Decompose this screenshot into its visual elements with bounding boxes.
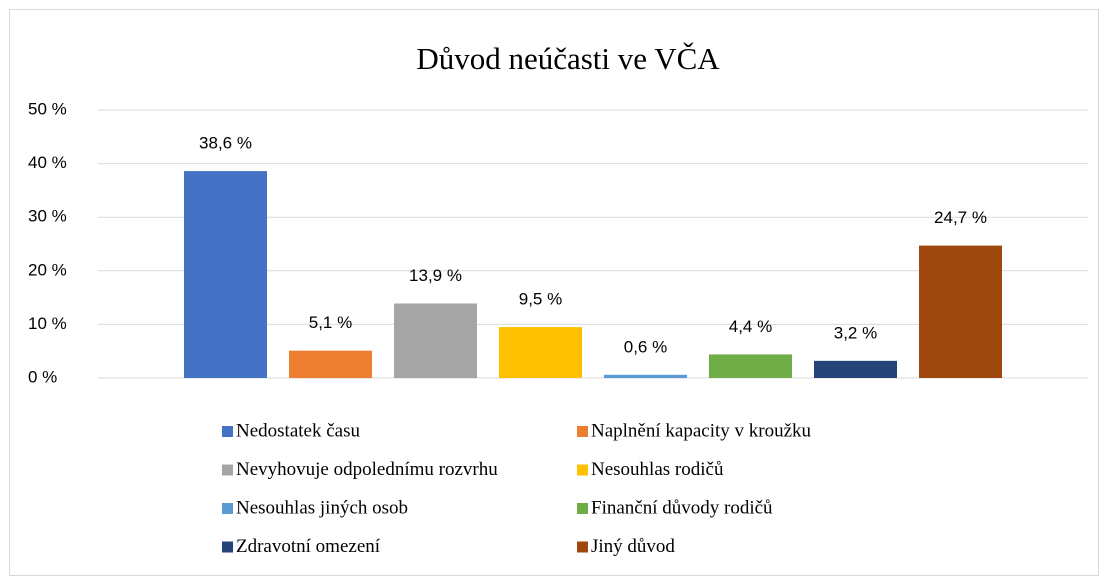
bar [604, 374, 687, 378]
bar [709, 354, 792, 378]
data-label: 38,6 % [199, 134, 252, 153]
legend-label: Jiný důvod [591, 536, 675, 557]
legend-label: Nesouhlas rodičů [591, 459, 724, 480]
legend-label: Finanční důvody rodičů [591, 497, 773, 518]
data-label: 24,7 % [934, 208, 987, 227]
y-tick-label: 10 % [28, 314, 67, 333]
legend-swatch [222, 541, 233, 553]
chart-title: Důvod neúčasti ve VČA [416, 41, 720, 76]
y-tick-label: 50 % [28, 99, 67, 118]
legend-label: Nesouhlas jiných osob [236, 497, 408, 518]
legend-swatch [577, 541, 588, 553]
bar [394, 303, 477, 378]
legend-swatch [222, 426, 233, 437]
legend-swatch [577, 464, 588, 476]
legend-label: Naplnění kapacity v kroužku [591, 420, 812, 441]
data-label: 13,9 % [409, 266, 462, 285]
bar [814, 360, 897, 378]
legend-label: Nevyhovuje odpolednímu rozvrhu [236, 459, 498, 480]
data-label: 4,4 % [729, 317, 772, 336]
bar [499, 327, 582, 378]
legend-swatch [577, 503, 588, 514]
bar [289, 350, 372, 378]
y-tick-label: 0 % [28, 367, 57, 386]
legend-label: Zdravotní omezení [236, 536, 381, 557]
y-tick-label: 20 % [28, 260, 67, 279]
y-tick-label: 40 % [28, 153, 67, 172]
data-label: 5,1 % [309, 313, 352, 332]
data-label: 9,5 % [519, 290, 562, 309]
bar [919, 245, 1002, 378]
y-tick-label: 30 % [28, 207, 67, 226]
data-label: 0,6 % [624, 337, 667, 356]
legend-label: Nedostatek času [236, 420, 360, 441]
legend-swatch [222, 464, 233, 476]
legend-swatch [577, 426, 588, 437]
data-label: 3,2 % [834, 323, 877, 342]
legend-swatch [222, 503, 233, 514]
bar [184, 171, 267, 378]
